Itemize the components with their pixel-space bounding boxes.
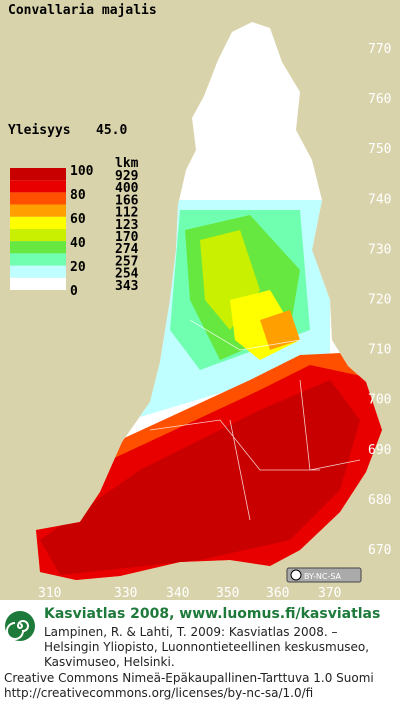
legend-scale-label: 20 bbox=[70, 260, 86, 275]
legend-swatch bbox=[10, 168, 66, 181]
y-axis-label: 690 bbox=[368, 443, 391, 458]
y-axis-label: 670 bbox=[368, 543, 391, 558]
legend-count: 400 bbox=[115, 181, 139, 196]
footer: Lampinen, R. & Lahti, T. 2009: Kasviatla… bbox=[4, 625, 374, 700]
legend-swatch bbox=[10, 229, 66, 242]
cc-badge[interactable] bbox=[286, 567, 362, 583]
license-line: Creative Commons Nimeä-Epäkaupallinen-Ta… bbox=[4, 671, 374, 685]
legend-count: 257 bbox=[115, 254, 138, 269]
legend-scale-label: 100 bbox=[70, 164, 94, 179]
legend-count: 343 bbox=[115, 279, 138, 294]
legend-scale-label: 40 bbox=[70, 236, 86, 251]
legend-scale-label: 0 bbox=[70, 284, 78, 299]
legend-count: 112 bbox=[115, 206, 138, 221]
legend-swatch bbox=[10, 204, 66, 217]
legend-count: 170 bbox=[115, 230, 139, 245]
legend-count: 254 bbox=[115, 267, 139, 282]
y-axis-label: 720 bbox=[368, 293, 391, 308]
legend-count: 166 bbox=[115, 193, 139, 208]
y-axis-label: 710 bbox=[368, 343, 391, 358]
citation-line: Lampinen, R. & Lahti, T. 2009: Kasviatla… bbox=[44, 625, 338, 639]
legend-swatch bbox=[10, 241, 66, 254]
y-axis-label: 760 bbox=[368, 92, 391, 107]
y-axis-label: 700 bbox=[368, 393, 391, 408]
legend-scale-label: 80 bbox=[70, 188, 86, 203]
y-axis-label: 680 bbox=[368, 493, 391, 508]
license-line: http://creativecommons.org/licenses/by-n… bbox=[4, 686, 313, 700]
x-axis-label: 350 bbox=[216, 586, 239, 601]
axis-labels: 770 760 750 740 730 720 710 700 690 680 670 310 330 3… bbox=[38, 42, 391, 601]
legend-swatch bbox=[10, 192, 66, 205]
index-label: Yleisyys bbox=[8, 123, 71, 138]
species-title: Convallaria majalis bbox=[8, 3, 157, 18]
y-axis-label: 740 bbox=[368, 192, 391, 207]
x-axis-label: 310 bbox=[38, 586, 61, 601]
y-axis-label: 770 bbox=[368, 42, 391, 57]
x-axis-label: 360 bbox=[266, 586, 289, 601]
logo bbox=[5, 611, 35, 641]
legend-count: 274 bbox=[115, 242, 139, 257]
citation-line: Kasvimuseo, Helsinki. bbox=[44, 655, 175, 669]
legend-swatch bbox=[10, 180, 66, 193]
x-axis-label: 370 bbox=[318, 586, 341, 601]
index-value: 45.0 bbox=[96, 123, 127, 138]
legend-swatch bbox=[10, 216, 66, 229]
legend-swatch bbox=[10, 265, 66, 278]
footer-heading: Kasviatlas 2008, www.luomus.fi/kasviatla… bbox=[44, 606, 380, 622]
citation-line: Helsingin Yliopisto, Luonnontieteellinen… bbox=[44, 640, 369, 654]
x-axis-label: 330 bbox=[114, 586, 137, 601]
x-axis-label: 340 bbox=[166, 586, 189, 601]
cc-badge-text: BY-NC-SA bbox=[304, 572, 342, 581]
y-axis-label: 730 bbox=[368, 242, 391, 257]
legend-count: 123 bbox=[115, 218, 138, 233]
legend-scale-label: 60 bbox=[70, 212, 86, 227]
legend: 100 80 60 40 20 0 lkm9294001661121231702742572… bbox=[10, 156, 139, 299]
legend-count: 929 bbox=[115, 169, 138, 184]
legend-count-header: lkm bbox=[115, 156, 139, 171]
cc-icon bbox=[290, 569, 302, 581]
y-axis-label: 750 bbox=[368, 142, 391, 157]
legend-swatch bbox=[10, 277, 66, 290]
legend-swatch bbox=[10, 253, 66, 266]
